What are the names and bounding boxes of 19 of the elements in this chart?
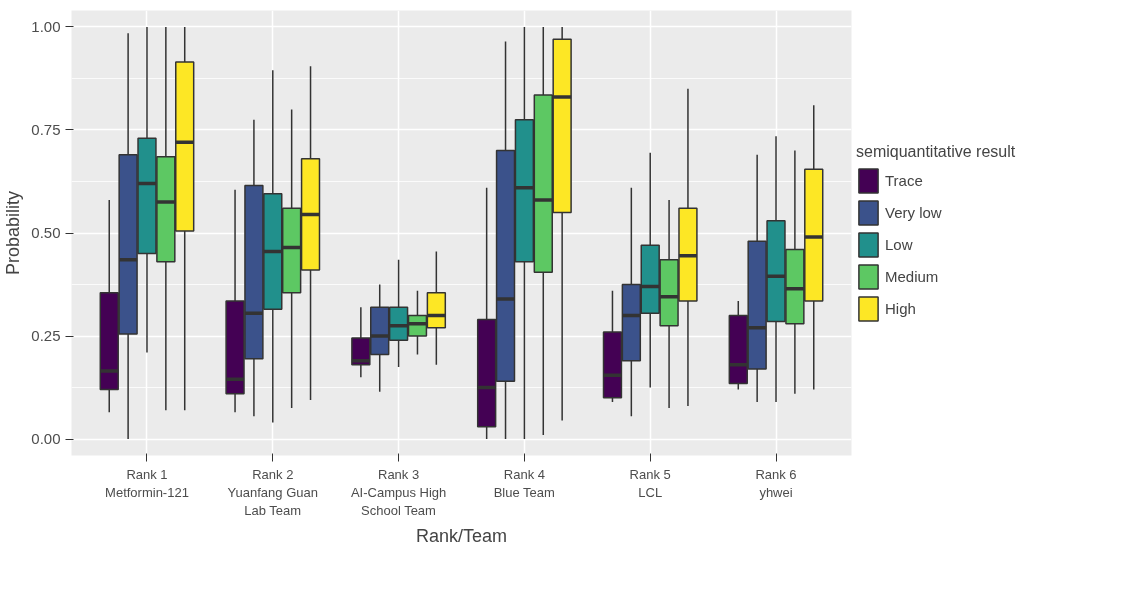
y-tick-label: 1.00 [31, 17, 61, 35]
legend-label: Very low [885, 203, 942, 221]
x-tick-label: Rank 6 yhwei [755, 466, 797, 500]
y-tick-label: 0.25 [31, 327, 61, 345]
x-tick-label: Rank 2 Yuanfang Guan Lab Team [227, 466, 318, 518]
y-tick-label: 0.75 [31, 120, 61, 138]
y-tick-label: 0.00 [31, 430, 61, 448]
x-tick-label: Rank 3 AI-Campus High School Team [350, 466, 447, 518]
legend-label: Medium [885, 267, 939, 285]
x-tick-label: Rank 5 LCL [629, 466, 671, 500]
legend-title: semiquantitative result [856, 142, 1016, 160]
x-axis-title: Rank/Team [415, 525, 508, 546]
legend-label: High [885, 299, 916, 317]
legend-label: Trace [885, 171, 923, 189]
y-tick-label: 0.50 [31, 224, 61, 241]
x-tick-label: Rank 1 Metformin-121 [105, 466, 189, 500]
x-tick-label: Rank 4 Blue Team [493, 466, 555, 500]
y-axis-title: Probability [3, 190, 24, 276]
legend-label: Low [885, 235, 913, 253]
